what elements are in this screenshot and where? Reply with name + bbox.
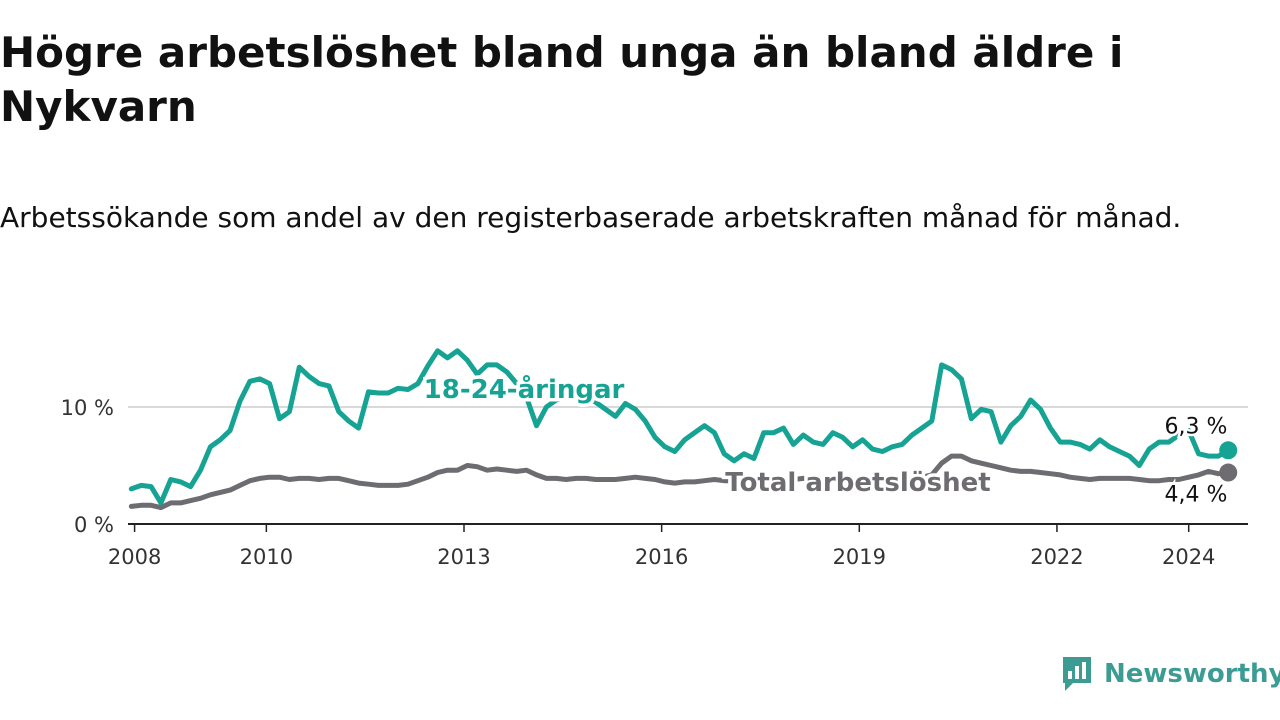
series bbox=[128, 348, 1238, 511]
series-label-youth: 18-24-åringar bbox=[424, 373, 625, 405]
x-tick-label: 2024 bbox=[1162, 545, 1215, 569]
series-label-total: Total arbetslöshet bbox=[725, 468, 990, 498]
y-tick-label: 10 % bbox=[61, 396, 114, 420]
newsworthy-logo-icon bbox=[1063, 657, 1091, 691]
x-tick-label: 2016 bbox=[635, 545, 688, 569]
chart-subtitle: Arbetssökande som andel av den registerb… bbox=[0, 201, 1182, 234]
series-line-youth bbox=[128, 348, 1231, 506]
axes: 0 % 10 % 2008 2010 2013 2016 2019 2022 2024 bbox=[61, 396, 1248, 569]
chart-title: Högre arbetslöshet bland unga än bland ä… bbox=[0, 28, 1124, 131]
y-tick-label: 0 % bbox=[74, 513, 114, 537]
x-tick-label: 2019 bbox=[833, 545, 886, 569]
x-tick-label: 2008 bbox=[108, 545, 161, 569]
series-end-marker-total bbox=[1219, 463, 1238, 482]
x-tick-label: 2013 bbox=[437, 545, 490, 569]
brand-name: Newsworthy bbox=[1104, 659, 1280, 689]
end-value-label-total: 4,4 % bbox=[1165, 483, 1228, 508]
brand-logo: Newsworthy bbox=[1060, 654, 1280, 694]
series-end-marker-youth bbox=[1219, 441, 1238, 460]
series-line-total bbox=[128, 453, 1231, 511]
x-tick-label: 2022 bbox=[1030, 545, 1083, 569]
end-value-label-youth: 6,3 % bbox=[1165, 414, 1228, 439]
x-tick-label: 2010 bbox=[240, 545, 293, 569]
annotations: 18-24-åringar Total arbetslöshet 6,3 % 4,4 … bbox=[420, 370, 1230, 511]
